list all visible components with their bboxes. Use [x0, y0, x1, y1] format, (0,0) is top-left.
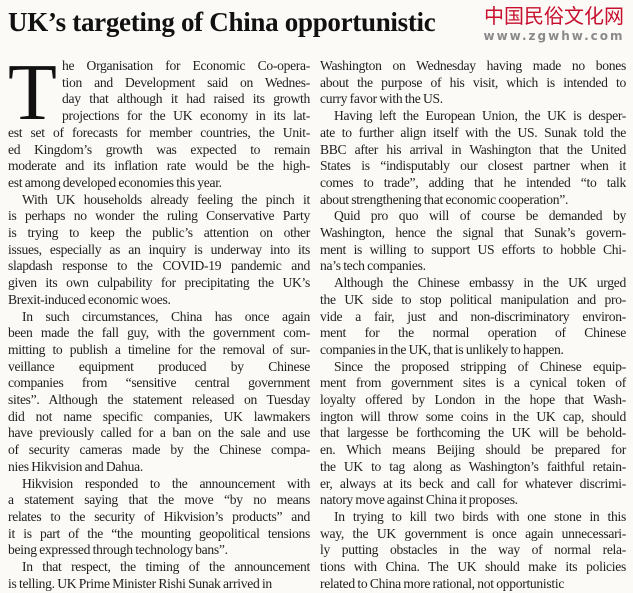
text-line: In that respect, the timing of the annou… [22, 559, 310, 575]
text-line: comes to trade”, adding that he intended… [320, 174, 626, 190]
text-line: BBC after his arrival in Washington that… [320, 141, 626, 157]
text-line: nies Hikvision and Dahua. [8, 458, 143, 474]
headline: UK’s targeting of China opportunistic [8, 7, 436, 37]
watermark-url: www.zgwhw.com [483, 29, 625, 43]
paragraph: In trying to kill two birds with one sto… [320, 509, 626, 593]
drop-cap: T [8, 49, 57, 137]
text-line: day that although it had raised its grow… [62, 91, 310, 107]
paragraph: he Organisation for Economic Co-opera-ti… [8, 58, 310, 192]
text-line: is trying to keep the public’s attention… [8, 225, 310, 241]
text-line: moderate and its inflation rate would be… [8, 158, 310, 174]
text-line: have previously called for a ban on the … [8, 425, 310, 441]
text-line: Brexit-induced economic woes. [8, 291, 171, 307]
text-line: relates to the security of Hikvision’s p… [8, 508, 310, 524]
text-line: Having left the European Union, the UK i… [334, 108, 626, 124]
text-line: curry favor with the US. [320, 91, 443, 107]
paragraph: In that respect, the timing of the annou… [8, 559, 310, 592]
watermark-chinese: 中国民俗文化网 [484, 4, 624, 28]
paragraph: Quid pro quo will of course be demanded … [320, 208, 626, 275]
text-line: In trying to kill two birds with one sto… [334, 508, 626, 524]
text-line: ed Kingdom’s growth was expected to rema… [8, 141, 310, 157]
paragraph: Having left the European Union, the UK i… [320, 108, 626, 208]
text-line: a statement saying that the move “by no … [8, 492, 310, 508]
text-line: ate to further align itself with the US.… [320, 124, 626, 140]
paragraph: Since the proposed stripping of Chinese … [320, 359, 626, 509]
text-line: did not name specific companies, UK lawm… [8, 408, 310, 424]
text-line: ment for the normal operation of Chinese [320, 325, 626, 341]
text-line: companies from “sensitive central govern… [8, 375, 310, 391]
text-line: In such circumstances, China has once ag… [22, 308, 310, 324]
text-line: way, the UK government is once again unn… [320, 525, 626, 541]
text-line: of security cameras made by the Chinese … [8, 442, 310, 458]
text-line: sites”. Although the statement released … [8, 392, 310, 408]
text-line: tions with China. The UK should make its… [320, 559, 626, 575]
text-line: States is “indisputably our closest part… [320, 158, 626, 174]
text-line: est among developed economies this year. [8, 174, 222, 190]
text-line: mitting to publish a timeline for the re… [8, 341, 310, 357]
text-line: Quid pro quo will of course be demanded … [334, 208, 626, 224]
text-line: he Organisation for Economic Co-opera- [62, 58, 310, 73]
left-column: T he Organisation for Economic Co-opera-… [8, 49, 310, 593]
text-line: slapdash response to the COVID-19 pandem… [8, 258, 310, 274]
text-line: Although the Chinese embassy in the UK u… [334, 275, 626, 291]
text-line: Washington on Wednesday having made no b… [320, 58, 626, 73]
text-line: est set of forecasts for member countrie… [8, 124, 310, 140]
text-line: tion and Development said on Wednes- [62, 74, 310, 90]
text-line: is perhaps no wonder the ruling Conserva… [8, 208, 310, 224]
text-line: the UK to tag along as Washington’s fait… [320, 458, 626, 474]
text-line: ly putting obstacles in the way of norma… [320, 542, 626, 558]
paragraph: In such circumstances, China has once ag… [8, 309, 310, 476]
text-line: Since the proposed stripping of Chinese … [334, 358, 626, 374]
text-line: is telling. UK Prime Minister Rishi Suna… [8, 575, 272, 591]
text-line: it is part of the “the mounting geopolit… [8, 525, 310, 541]
text-line: being expressed through technology bans”… [8, 542, 228, 558]
paragraph: Washington on Wednesday having made no b… [320, 58, 626, 108]
text-line: vide a fair, just and non-discriminatory… [320, 308, 626, 324]
text-line: given its own culpability for precipitat… [8, 275, 310, 291]
text-line: er, always at its beck and call for what… [320, 475, 626, 491]
text-line: na’s tech companies. [320, 258, 426, 274]
text-line: ment from government sites is a cynical … [320, 375, 626, 391]
text-line: about the purpose of his visit, which is… [320, 74, 626, 90]
text-line: related to China more rational, not oppo… [320, 575, 565, 591]
text-line: companies in the UK, that is unlikely to… [320, 341, 564, 357]
paragraph: Hikvision responded to the announcement … [8, 476, 310, 560]
text-line: natory move against China it proposes. [320, 492, 518, 508]
text-line: veillance equipment produced by Chinese [8, 358, 310, 374]
text-line: projections for the UK economy in its la… [62, 108, 310, 124]
text-line: en. Which means Beijing should be prepar… [320, 442, 626, 458]
text-line: Hikvision responded to the announcement … [22, 475, 310, 491]
text-line: ington will throw some coins in the UK c… [320, 408, 626, 424]
text-line: loyalty offered by London in the hope th… [320, 392, 626, 408]
paragraph: Although the Chinese embassy in the UK u… [320, 275, 626, 359]
text-line: Washington, hence the signal that Sunak’… [320, 225, 626, 241]
text-line: With UK households already feeling the p… [22, 191, 310, 207]
watermark: 中国民俗文化网 www.zgwhw.com [478, 4, 630, 44]
text-line: that largesse be forthcoming the UK will… [320, 425, 626, 441]
text-line: been made the fall guy, with the governm… [8, 325, 310, 341]
text-line: the UK side to stop political manipulati… [320, 291, 626, 307]
text-line: issues, especially as an inquiry is unde… [8, 241, 310, 257]
right-column: Washington on Wednesday having made no b… [320, 58, 626, 593]
paragraph: With UK households already feeling the p… [8, 192, 310, 309]
text-line: about strengthening that economic cooper… [320, 191, 569, 207]
text-line: ment is willing to support US efforts to… [320, 241, 626, 257]
